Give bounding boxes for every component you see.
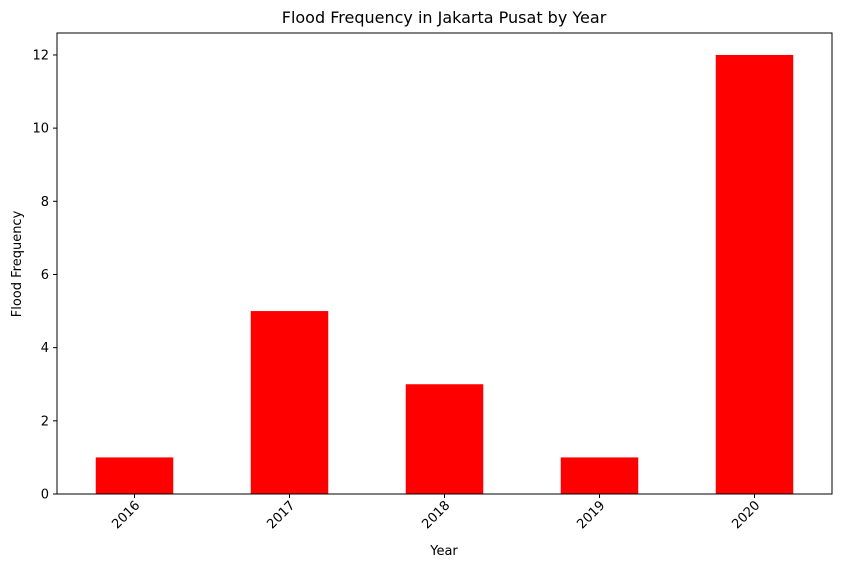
y-axis-ticks: 0 2 4 6 8 10 12 [32, 48, 57, 503]
y-tick-label: 10 [32, 122, 49, 137]
x-tick-label: 2016 [109, 498, 143, 532]
x-tick-label: 2019 [574, 498, 608, 532]
bar-2020 [715, 54, 794, 494]
x-tick-label: 2018 [419, 498, 453, 532]
chart-title: Flood Frequency in Jakarta Pusat by Year [282, 8, 607, 27]
bar-2016 [95, 457, 174, 494]
y-axis-label: Flood Frequency [10, 210, 25, 317]
y-tick-label: 6 [41, 268, 49, 283]
plot-frame [56, 32, 833, 495]
bar-2018 [405, 384, 484, 494]
bar-2019 [560, 457, 639, 494]
bars-group [95, 54, 794, 494]
y-tick-label: 0 [41, 488, 49, 503]
x-axis-label: Year [429, 544, 458, 559]
y-tick-label: 4 [41, 341, 49, 356]
x-tick-label: 2017 [264, 498, 298, 532]
y-tick-label: 8 [41, 195, 49, 210]
y-tick-label: 12 [32, 48, 49, 63]
y-tick-label: 2 [41, 414, 49, 429]
x-axis-ticks: 2016 2017 2018 2019 2020 [109, 494, 763, 532]
bar-2017 [250, 311, 329, 494]
x-tick-label: 2020 [729, 498, 763, 532]
